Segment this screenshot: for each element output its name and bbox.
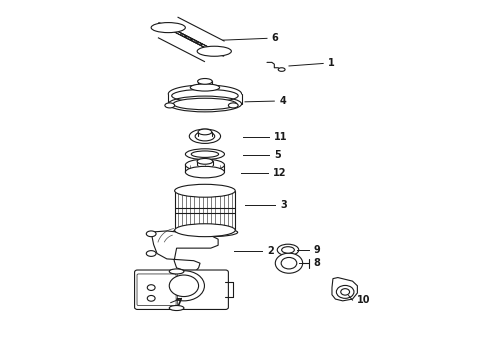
Ellipse shape: [197, 46, 231, 56]
Ellipse shape: [185, 159, 224, 171]
Ellipse shape: [151, 23, 185, 33]
FancyBboxPatch shape: [135, 270, 228, 310]
Ellipse shape: [197, 158, 213, 164]
Text: 10: 10: [357, 295, 371, 305]
Ellipse shape: [341, 289, 349, 295]
Ellipse shape: [195, 132, 215, 141]
Text: 1: 1: [328, 58, 335, 68]
Ellipse shape: [163, 271, 204, 301]
Ellipse shape: [174, 224, 235, 237]
Ellipse shape: [169, 306, 184, 311]
Ellipse shape: [169, 275, 198, 297]
Ellipse shape: [282, 247, 294, 253]
Ellipse shape: [275, 253, 303, 273]
Text: 11: 11: [274, 132, 288, 142]
Ellipse shape: [172, 228, 238, 237]
Ellipse shape: [198, 129, 212, 135]
Text: 8: 8: [314, 258, 320, 268]
FancyBboxPatch shape: [137, 274, 176, 306]
Text: 3: 3: [280, 200, 287, 210]
Ellipse shape: [174, 184, 235, 197]
Ellipse shape: [190, 84, 220, 91]
Ellipse shape: [336, 285, 354, 298]
Text: 5: 5: [274, 150, 281, 160]
Text: 9: 9: [314, 245, 320, 255]
Ellipse shape: [147, 285, 155, 291]
Text: 6: 6: [272, 33, 279, 43]
Ellipse shape: [147, 251, 156, 256]
Text: 7: 7: [175, 298, 182, 308]
Ellipse shape: [147, 231, 156, 237]
Ellipse shape: [197, 78, 212, 84]
Ellipse shape: [185, 149, 224, 159]
Ellipse shape: [173, 98, 237, 110]
Ellipse shape: [169, 269, 184, 274]
Ellipse shape: [277, 244, 299, 256]
Ellipse shape: [191, 151, 219, 157]
Ellipse shape: [228, 103, 238, 108]
Polygon shape: [152, 231, 218, 270]
Ellipse shape: [147, 296, 155, 301]
Ellipse shape: [185, 166, 224, 178]
Text: 12: 12: [273, 168, 287, 178]
Ellipse shape: [189, 129, 220, 143]
Ellipse shape: [168, 96, 242, 112]
Ellipse shape: [281, 257, 297, 269]
Text: 4: 4: [279, 96, 286, 106]
Ellipse shape: [165, 103, 174, 108]
Text: 2: 2: [267, 246, 274, 256]
Polygon shape: [332, 278, 357, 301]
Ellipse shape: [278, 68, 285, 71]
